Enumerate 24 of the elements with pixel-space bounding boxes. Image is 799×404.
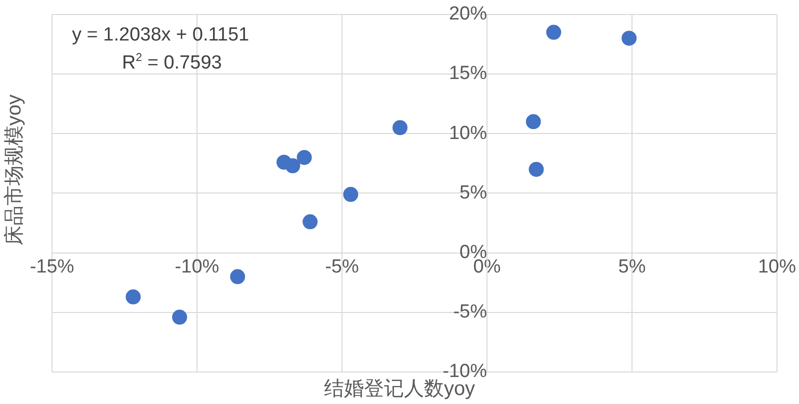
y-tick-label: 5% (460, 182, 488, 204)
point (343, 186, 358, 202)
y-tick-label: 15% (448, 63, 488, 84)
y-tick-label: 20% (448, 4, 488, 25)
x-tick-label: -15% (30, 256, 74, 278)
x-tick-label: 10% (758, 256, 796, 278)
point (546, 24, 562, 40)
point (172, 310, 188, 325)
point (285, 158, 300, 174)
point (230, 269, 246, 284)
annotation: y = 1.2038x + 0.1151 (72, 24, 250, 46)
y-tick-label: -5% (453, 302, 488, 323)
point (392, 120, 408, 136)
point (526, 114, 541, 130)
point (296, 150, 312, 165)
x-tick-label: -10% (174, 256, 220, 278)
y-axis-title: 床品市场规模yoy (2, 94, 26, 246)
point (126, 289, 141, 304)
x-tick-label: -5% (325, 256, 359, 278)
y-tick-label: 10% (448, 122, 488, 144)
x-tick-label: 5% (618, 256, 646, 278)
point (622, 30, 637, 46)
point (302, 214, 318, 230)
point (528, 162, 544, 177)
